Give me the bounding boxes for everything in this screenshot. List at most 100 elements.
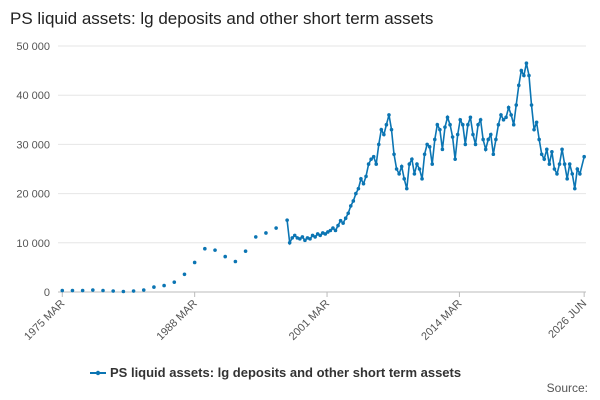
data-point — [290, 236, 295, 240]
data-point — [539, 152, 544, 157]
data-point — [351, 199, 356, 203]
data-point — [476, 122, 480, 127]
data-point — [572, 186, 577, 191]
data-point — [274, 226, 278, 230]
data-point — [438, 127, 442, 132]
data-point — [287, 241, 292, 245]
data-point — [70, 288, 75, 293]
data-point — [435, 122, 440, 127]
data-point — [285, 218, 289, 222]
data-point — [544, 147, 549, 152]
data-point — [478, 118, 483, 122]
data-point — [504, 115, 508, 120]
data-point — [430, 162, 435, 166]
y-tick-label: 10 000 — [16, 238, 50, 250]
data-point — [348, 204, 353, 208]
data-point — [445, 115, 450, 120]
data-point — [575, 167, 580, 171]
data-point — [427, 145, 432, 149]
data-point — [397, 172, 401, 176]
data-point — [303, 238, 307, 243]
data-point — [455, 132, 460, 137]
data-point — [578, 172, 582, 176]
data-point — [233, 259, 238, 264]
data-point — [338, 218, 343, 223]
y-tick-label: 0 — [44, 287, 50, 299]
data-point — [519, 68, 524, 73]
data-point — [527, 73, 531, 78]
data-point — [532, 127, 536, 132]
data-point — [91, 288, 95, 292]
data-point — [425, 142, 429, 147]
data-point — [440, 147, 445, 152]
data-point — [328, 228, 333, 233]
data-point — [415, 162, 419, 166]
data-point — [308, 237, 312, 241]
data-point — [529, 103, 534, 107]
data-point — [468, 115, 473, 120]
data-point — [354, 191, 358, 196]
x-tick-label: 2014 MAR — [419, 298, 464, 343]
data-point — [341, 221, 345, 225]
legend-marker — [95, 370, 101, 376]
data-point — [412, 172, 417, 176]
data-point — [450, 135, 455, 139]
data-point — [253, 235, 258, 239]
data-point — [331, 226, 335, 230]
data-point — [389, 127, 394, 132]
data-point — [298, 237, 302, 241]
data-point — [522, 73, 526, 78]
data-point — [366, 162, 371, 166]
data-point — [491, 152, 496, 157]
x-tick-label: 2026 JUN — [546, 298, 589, 341]
data-point — [379, 127, 384, 132]
data-point — [111, 289, 115, 293]
data-point — [494, 137, 498, 142]
data-point — [313, 235, 317, 239]
data-point — [343, 216, 348, 220]
data-point — [152, 285, 156, 289]
chart-title: PS liquid assets: lg deposits and other … — [10, 9, 433, 28]
data-point — [570, 172, 575, 176]
data-point — [399, 164, 404, 169]
data-point — [565, 177, 569, 181]
data-point — [417, 167, 422, 171]
series-line — [286, 63, 585, 246]
data-point — [323, 232, 328, 236]
data-point — [537, 137, 541, 142]
data-point — [410, 157, 414, 161]
data-point — [463, 142, 468, 147]
x-tick-label: 1988 MAR — [155, 298, 200, 343]
data-point — [374, 162, 379, 166]
data-point — [394, 167, 399, 171]
data-point — [511, 122, 516, 127]
data-point — [514, 103, 519, 107]
data-point — [264, 231, 268, 235]
data-point — [509, 113, 513, 117]
y-tick-label: 50 000 — [16, 41, 50, 53]
legend-label: PS liquid assets: lg deposits and other … — [110, 365, 461, 380]
data-point — [361, 181, 366, 186]
data-point — [402, 177, 407, 181]
data-point — [60, 288, 65, 293]
data-point — [501, 118, 506, 122]
data-point — [562, 162, 567, 166]
data-point — [364, 174, 368, 179]
data-point — [432, 137, 437, 142]
data-point — [141, 288, 146, 292]
data-point — [420, 177, 424, 181]
data-point — [356, 186, 361, 191]
data-point — [292, 233, 297, 238]
data-point — [486, 137, 491, 142]
data-point — [371, 154, 376, 159]
data-point — [376, 142, 381, 147]
data-point — [499, 113, 503, 117]
data-point — [359, 177, 363, 181]
y-tick-label: 40 000 — [16, 90, 50, 102]
data-point — [458, 118, 463, 122]
data-point — [101, 288, 105, 293]
data-point — [243, 249, 248, 253]
data-point — [471, 132, 475, 137]
data-point — [121, 289, 126, 294]
